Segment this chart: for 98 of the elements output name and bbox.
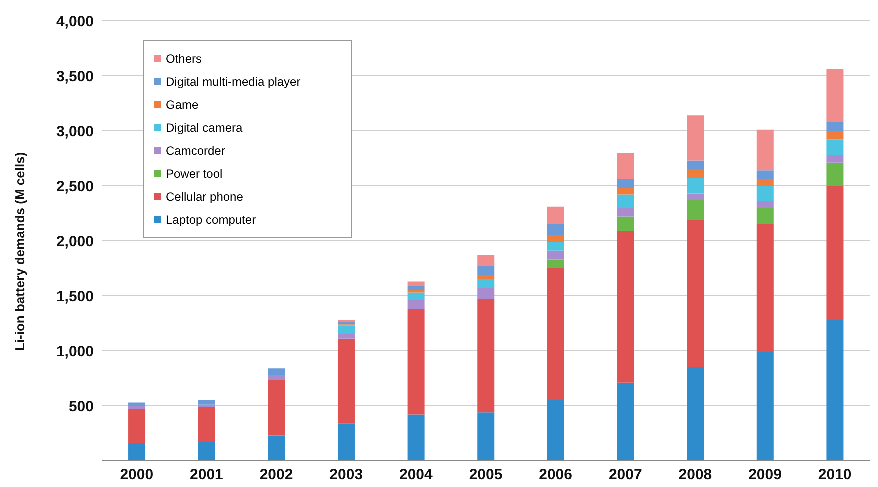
- y-tick-label: 1,000: [56, 343, 94, 360]
- bar: [478, 255, 495, 266]
- bar: [687, 160, 704, 170]
- bar: [198, 404, 216, 408]
- y-tick-label: 2,000: [56, 233, 94, 250]
- bar: [268, 380, 286, 436]
- bar: [198, 400, 216, 405]
- bar: [756, 352, 774, 461]
- bar: [826, 186, 844, 320]
- y-tick-label: 2,500: [56, 178, 94, 196]
- bar: [826, 162, 844, 186]
- bar: [826, 69, 844, 122]
- bar: [756, 224, 774, 352]
- bar: [478, 280, 495, 288]
- bar: [687, 116, 704, 161]
- bar: [617, 216, 634, 232]
- legend-label: Cellular phone: [166, 190, 244, 204]
- bar: [408, 414, 425, 461]
- bar: [408, 282, 425, 286]
- bar: [338, 338, 355, 424]
- bar: [547, 224, 564, 236]
- bar: [756, 170, 774, 180]
- bar: [617, 208, 634, 217]
- x-tick-label: 2005: [469, 466, 503, 484]
- bar: [408, 286, 425, 290]
- bar: [617, 153, 634, 180]
- y-tick-label: 3,000: [56, 123, 94, 140]
- bar: [268, 368, 286, 376]
- bar: [826, 155, 844, 163]
- bar: [756, 186, 774, 202]
- legend-label: Digital camera: [166, 120, 243, 134]
- bar: [198, 442, 216, 461]
- x-tick-label: 2004: [399, 466, 434, 484]
- x-tick-label: 2001: [190, 466, 224, 484]
- bar: [547, 206, 564, 224]
- bar: [826, 122, 844, 131]
- bar: [617, 194, 634, 208]
- legend-label: Camcorder: [166, 144, 226, 158]
- bar: [478, 275, 495, 280]
- x-tick-label: 2003: [330, 466, 364, 484]
- x-tick-label: 2008: [678, 466, 712, 484]
- bar: [408, 292, 425, 300]
- bar: [687, 178, 704, 194]
- bar: [547, 268, 564, 400]
- legend-label: Digital multi-media player: [166, 74, 301, 88]
- legend-label: Others: [166, 52, 202, 66]
- bar: [826, 140, 844, 156]
- bar: [756, 208, 774, 224]
- bar: [756, 179, 774, 186]
- bar: [128, 402, 146, 406]
- bar: [687, 220, 704, 368]
- bar: [128, 443, 146, 461]
- bar: [617, 231, 634, 383]
- bar: [687, 368, 704, 461]
- bar: [617, 188, 634, 195]
- y-tick-label: 1,500: [56, 288, 94, 306]
- bar: [268, 436, 286, 461]
- bar: [478, 412, 495, 461]
- legend-label: Laptop computer: [166, 212, 256, 226]
- bar: [338, 424, 355, 461]
- y-tick-label: 500: [68, 398, 94, 416]
- bar: [547, 236, 564, 242]
- bar: [408, 300, 425, 310]
- bar: [547, 242, 564, 251]
- bar: [617, 179, 634, 188]
- bar: [408, 309, 425, 415]
- bar: [338, 334, 355, 339]
- bar: [338, 322, 355, 325]
- bar: [128, 406, 146, 410]
- x-tick-label: 2007: [608, 466, 642, 484]
- bar: [338, 326, 355, 334]
- y-axis-title: Li-ion battery demands (M cells): [12, 152, 28, 351]
- bar: [547, 400, 564, 461]
- bar: [687, 170, 704, 178]
- bar: [756, 201, 774, 208]
- bar: [268, 375, 286, 380]
- bar: [547, 260, 564, 268]
- x-tick-label: 2000: [120, 466, 154, 484]
- x-tick-label: 2002: [260, 466, 294, 484]
- y-tick-label: 4,000: [56, 13, 94, 30]
- bar: [826, 320, 844, 461]
- bar: [826, 131, 844, 140]
- legend-label: Power tool: [166, 166, 223, 180]
- bar: [478, 288, 495, 300]
- bar: [128, 409, 146, 444]
- bar: [687, 194, 704, 200]
- bar: [198, 407, 216, 442]
- bar: [478, 299, 495, 413]
- x-tick-label: 2006: [539, 466, 573, 484]
- bar: [617, 382, 634, 461]
- bar: [687, 200, 704, 220]
- x-tick-label: 2009: [748, 466, 782, 484]
- bar: [756, 130, 774, 171]
- bar: [478, 266, 495, 276]
- x-tick-label: 2010: [818, 466, 852, 484]
- y-tick-label: 3,500: [56, 68, 94, 86]
- legend-label: Game: [166, 98, 199, 112]
- bar: [547, 250, 564, 260]
